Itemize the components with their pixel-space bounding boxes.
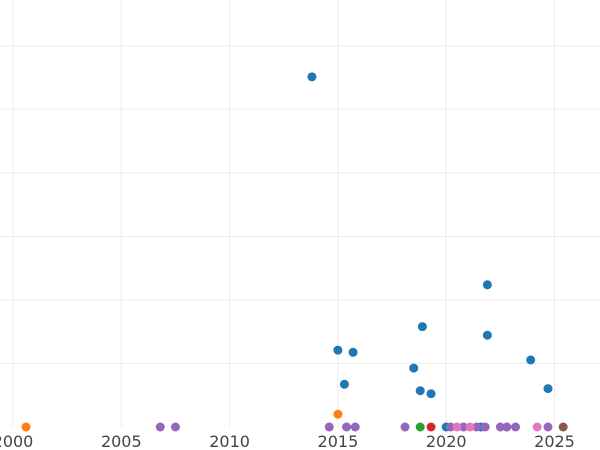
x-tick-label: 2010 (209, 432, 250, 450)
data-point (465, 422, 475, 432)
data-point (446, 422, 456, 432)
data-point (307, 72, 317, 82)
data-point (333, 409, 343, 419)
data-point (532, 422, 542, 432)
data-point (400, 422, 410, 432)
x-tick-label: 2025 (534, 432, 575, 450)
data-point (511, 422, 521, 432)
data-point (526, 355, 536, 365)
data-point (170, 422, 180, 432)
data-point (482, 280, 492, 290)
data-point (415, 386, 425, 396)
data-point (348, 347, 358, 357)
data-point (426, 389, 436, 399)
data-point (155, 422, 165, 432)
data-point (324, 422, 334, 432)
data-point (426, 422, 436, 432)
data-point (558, 422, 568, 432)
data-point (482, 330, 492, 340)
x-tick-label: 2000 (0, 432, 33, 450)
data-point (543, 384, 553, 394)
data-point (333, 345, 343, 355)
data-point (543, 422, 553, 432)
data-point (452, 422, 462, 432)
data-point (495, 422, 505, 432)
data-point (21, 422, 31, 432)
data-point (339, 379, 349, 389)
x-tick-label: 2015 (318, 432, 359, 450)
data-point (472, 422, 482, 432)
data-point (459, 422, 469, 432)
data-point (409, 363, 419, 373)
data-point (342, 422, 352, 432)
data-point (480, 422, 490, 432)
x-tick-label: 2020 (426, 432, 467, 450)
data-point (415, 422, 425, 432)
data-point (502, 422, 512, 432)
data-point (350, 422, 360, 432)
x-tick-label: 2005 (101, 432, 142, 450)
data-point (417, 322, 427, 332)
